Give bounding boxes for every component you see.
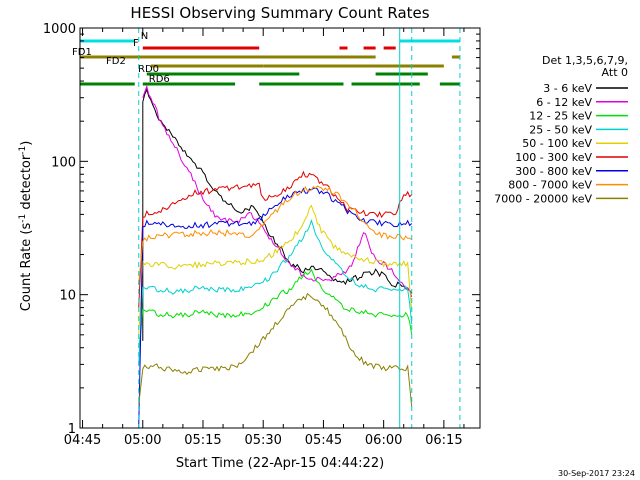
series-line — [138, 268, 413, 348]
legend-header: Det 1,3,5,6,7,9, — [542, 54, 628, 67]
legend-label: 3 - 6 keV — [543, 82, 592, 95]
x-tick-label: 05:15 — [184, 433, 221, 448]
series-line — [138, 219, 413, 365]
legend-label: 12 - 25 keV — [529, 110, 592, 123]
plot-frame — [79, 27, 481, 429]
x-tick-label: 04:45 — [64, 433, 101, 448]
y-tick-label: 1 — [68, 422, 76, 437]
y-tick-label: 1000 — [43, 22, 76, 37]
series-line — [142, 87, 413, 341]
legend-label: 7000 - 20000 keV — [494, 192, 592, 205]
chart-title: HESSI Observing Summary Count Rates — [130, 4, 429, 22]
flag-label: N — [141, 31, 148, 42]
flag-label: FD2 — [106, 56, 126, 67]
series-line — [138, 170, 413, 308]
axes: 04:45 05:00 05:15 05:30 05:45 06:00 06:15 1 10 10… — [43, 22, 481, 448]
legend-label: 300 - 800 keV — [515, 165, 592, 178]
legend-label: 800 - 7000 keV — [508, 179, 592, 192]
plot-background — [80, 28, 480, 428]
flag-label: RD6 — [149, 74, 170, 85]
legend-header: Att 0 — [602, 66, 628, 79]
y-axis-label: Count Rate (s-1 detector-1) — [18, 141, 34, 312]
flag-label: F — [133, 38, 139, 49]
series-line — [138, 292, 413, 407]
legend-label: 25 - 50 keV — [529, 123, 592, 136]
vertical-markers — [138, 28, 461, 428]
legend-label: 100 - 300 keV — [515, 151, 592, 164]
y-tick-label: 100 — [51, 155, 76, 170]
legend-label: 6 - 12 keV — [536, 96, 592, 109]
x-tick-label: 05:00 — [124, 433, 161, 448]
legend-label: 50 - 100 keV — [522, 137, 592, 150]
flag-label: FD1 — [72, 47, 92, 58]
series-line — [138, 185, 413, 285]
y-tick-label: 10 — [59, 289, 76, 304]
x-tick-label: 06:00 — [365, 433, 402, 448]
x-tick-label: 05:30 — [244, 433, 281, 448]
x-tick-label: 05:45 — [305, 433, 342, 448]
series-line — [138, 204, 413, 335]
series-lines — [138, 84, 413, 429]
series-line — [142, 84, 413, 298]
x-axis-label: Start Time (22-Apr-15 04:44:22) — [176, 456, 384, 471]
flag-label: RD0 — [138, 64, 159, 75]
x-tick-label: 06:15 — [425, 433, 462, 448]
footer-date: 30-Sep-2017 23:24 — [558, 469, 635, 478]
plot-area — [80, 28, 480, 428]
